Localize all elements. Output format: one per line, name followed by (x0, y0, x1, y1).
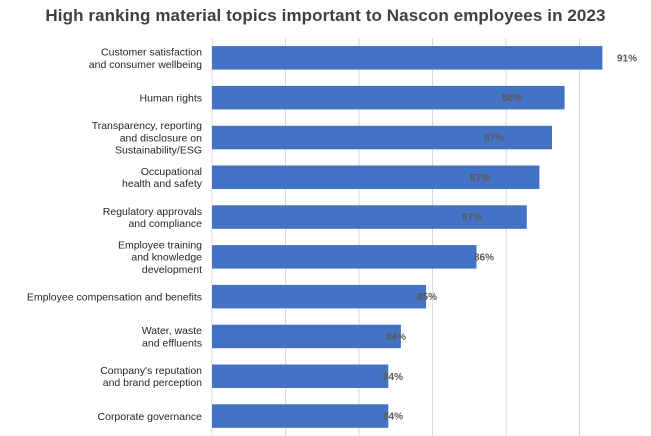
category-label-line: Company's reputation (100, 365, 202, 377)
category-label-line: and effluents (142, 337, 202, 349)
bar (212, 364, 389, 388)
category-label-line: health and safety (122, 178, 203, 190)
bar (212, 404, 389, 428)
value-label: 84% (386, 332, 406, 343)
category-label: Water, waste and effluents (142, 325, 202, 349)
category-label: Employee compensation and benefits (27, 292, 202, 304)
value-label: 91% (617, 53, 637, 64)
category-label: Human rights (140, 93, 202, 105)
category-label: Customer satisfaction and consumer wellbe… (89, 47, 202, 71)
category-label-line: Human rights (140, 93, 202, 105)
category-label-line: Employee training (118, 240, 202, 252)
bar (212, 205, 527, 229)
bar (212, 245, 477, 269)
bar (212, 284, 427, 309)
category-label: Employee training and knowledge developmen… (118, 240, 202, 276)
category-label-line: development (142, 264, 202, 276)
bar (212, 165, 540, 189)
bars (212, 46, 603, 428)
bar (212, 85, 565, 110)
category-label-line: and disclosure on (120, 132, 202, 144)
value-labels: 91% 88% 87% 87% 87% 86% 85% 84% 84% 84% (383, 53, 637, 422)
category-label-line: and brand perception (103, 377, 202, 389)
bar (212, 125, 552, 150)
value-label: 86% (474, 252, 494, 263)
value-label: 84% (383, 372, 403, 383)
value-label: 84% (383, 412, 403, 423)
category-label: Corporate governance (98, 411, 203, 423)
bar (212, 46, 603, 70)
value-label: 87% (462, 213, 482, 224)
category-labels: Customer satisfaction and consumer wellbe… (27, 47, 203, 423)
value-label: 87% (484, 133, 504, 144)
category-label-line: Sustainability/ESG (115, 145, 202, 157)
category-label-line: Occupational (141, 166, 202, 178)
value-label: 87% (470, 173, 490, 184)
bar (212, 324, 401, 349)
category-label-line: Regulatory approvals (103, 206, 202, 218)
category-label: Transparency, reporting and disclosure on… (92, 120, 202, 156)
category-label-line: Corporate governance (98, 411, 203, 423)
category-label: Occupational health and safety (122, 166, 203, 190)
category-label: Company's reputation and brand perception (100, 365, 202, 389)
category-label-line: and compliance (128, 218, 202, 230)
chart-title: High ranking material topics important t… (45, 6, 606, 25)
value-label: 85% (417, 292, 437, 303)
category-label-line: Water, waste (142, 325, 202, 337)
category-label-line: and knowledge (131, 252, 202, 264)
category-label: Regulatory approvals and compliance (103, 206, 202, 230)
category-label-line: and consumer wellbeing (89, 59, 202, 71)
category-label-line: Transparency, reporting (92, 120, 202, 132)
category-label-line: Employee compensation and benefits (27, 292, 202, 304)
category-label-line: Customer satisfaction (101, 47, 202, 59)
value-label: 88% (502, 93, 522, 104)
